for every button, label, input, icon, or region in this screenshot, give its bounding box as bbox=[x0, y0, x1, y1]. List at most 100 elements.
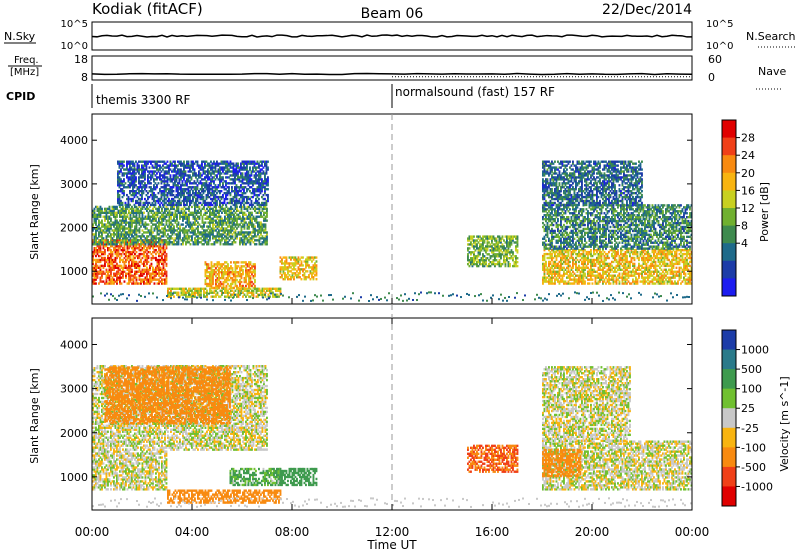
data-cell bbox=[206, 274, 208, 278]
data-cell bbox=[119, 243, 121, 246]
data-cell bbox=[231, 199, 233, 203]
data-cell bbox=[297, 266, 300, 269]
data-cell bbox=[219, 271, 222, 274]
data-cell bbox=[227, 243, 229, 246]
data-cell bbox=[126, 272, 129, 275]
data-cell bbox=[98, 239, 100, 242]
data-cell bbox=[207, 184, 209, 187]
noise-trace bbox=[91, 34, 693, 38]
data-cell bbox=[254, 239, 256, 242]
data-cell bbox=[166, 172, 169, 175]
data-cell bbox=[141, 233, 144, 236]
data-cell bbox=[261, 184, 263, 187]
data-cell bbox=[231, 174, 233, 177]
data-cell bbox=[155, 223, 157, 226]
data-cell bbox=[239, 282, 241, 286]
data-cell bbox=[153, 237, 156, 240]
data-cell bbox=[303, 268, 306, 271]
data-cell bbox=[206, 276, 208, 280]
data-cell bbox=[296, 270, 298, 273]
data-cell bbox=[173, 231, 175, 234]
data-cell bbox=[169, 201, 172, 205]
data-cell bbox=[159, 231, 162, 234]
data-cell bbox=[113, 247, 115, 250]
data-cell bbox=[113, 258, 115, 262]
data-cell bbox=[167, 213, 169, 216]
data-cell bbox=[281, 268, 283, 271]
data-cell bbox=[155, 258, 157, 262]
data-cell bbox=[146, 235, 148, 238]
data-cell bbox=[123, 209, 126, 213]
data-cell bbox=[237, 166, 239, 169]
data-cell bbox=[228, 190, 230, 193]
data-cell bbox=[249, 287, 252, 290]
data-cell bbox=[127, 180, 130, 183]
data-cell bbox=[132, 229, 135, 232]
data-cell bbox=[159, 166, 161, 169]
data-cell bbox=[545, 280, 547, 283]
data-cell bbox=[291, 276, 294, 279]
data-cell bbox=[133, 193, 136, 197]
data-cell bbox=[124, 172, 127, 175]
data-cell bbox=[237, 162, 239, 165]
data-cell bbox=[231, 289, 234, 292]
data-cell bbox=[173, 229, 175, 232]
data-cell bbox=[207, 267, 210, 270]
data-cell bbox=[199, 201, 202, 205]
data-cell bbox=[243, 219, 246, 222]
data-cell bbox=[135, 199, 137, 203]
data-cell bbox=[315, 266, 318, 269]
data-cell bbox=[159, 272, 162, 275]
data-cell bbox=[113, 274, 115, 277]
data-cell bbox=[134, 260, 136, 264]
data-cell bbox=[279, 268, 282, 271]
data-cell bbox=[203, 239, 205, 242]
data-cell bbox=[147, 254, 150, 258]
data-cell bbox=[216, 276, 219, 280]
data-cell bbox=[234, 284, 237, 288]
data-cell bbox=[241, 199, 244, 203]
data-cell bbox=[210, 289, 213, 292]
data-cell bbox=[182, 243, 184, 246]
data-cell bbox=[211, 197, 214, 201]
data-cell bbox=[173, 207, 175, 211]
cpid-segment-2: normalsound (fast) 157 RF bbox=[395, 85, 555, 99]
data-cell bbox=[152, 219, 154, 222]
data-cell bbox=[210, 271, 213, 274]
data-cell bbox=[131, 260, 133, 264]
data-cell bbox=[188, 235, 190, 238]
data-cell bbox=[228, 215, 231, 218]
data-cell bbox=[232, 168, 235, 171]
data-cell bbox=[130, 166, 133, 169]
data-cell bbox=[215, 295, 217, 298]
data-cell bbox=[239, 280, 241, 284]
data-cell bbox=[194, 209, 196, 213]
data-cell bbox=[186, 201, 188, 205]
data-cell bbox=[197, 243, 199, 246]
data-cell bbox=[164, 270, 166, 273]
data-cell bbox=[168, 239, 171, 242]
data-cell bbox=[156, 199, 158, 203]
data-cell bbox=[234, 164, 236, 167]
data-cell bbox=[108, 241, 111, 244]
data-cell bbox=[290, 258, 292, 261]
data-cell bbox=[107, 247, 109, 250]
data-cell bbox=[116, 266, 118, 270]
data-cell bbox=[111, 250, 114, 254]
data-cell bbox=[167, 287, 169, 290]
data-cell bbox=[176, 293, 178, 296]
data-cell bbox=[482, 264, 484, 268]
data-cell bbox=[198, 172, 200, 175]
data-cell bbox=[264, 203, 266, 207]
data-cell bbox=[251, 231, 253, 234]
data-cell bbox=[251, 293, 253, 296]
data-cell bbox=[120, 182, 122, 185]
data-cell bbox=[248, 291, 250, 294]
data-cell bbox=[168, 211, 171, 214]
data-cell bbox=[204, 291, 207, 294]
data-cell bbox=[116, 270, 118, 273]
data-cell bbox=[177, 221, 180, 224]
data-cell bbox=[263, 293, 265, 296]
data-cell bbox=[161, 252, 163, 256]
data-cell bbox=[207, 168, 209, 171]
